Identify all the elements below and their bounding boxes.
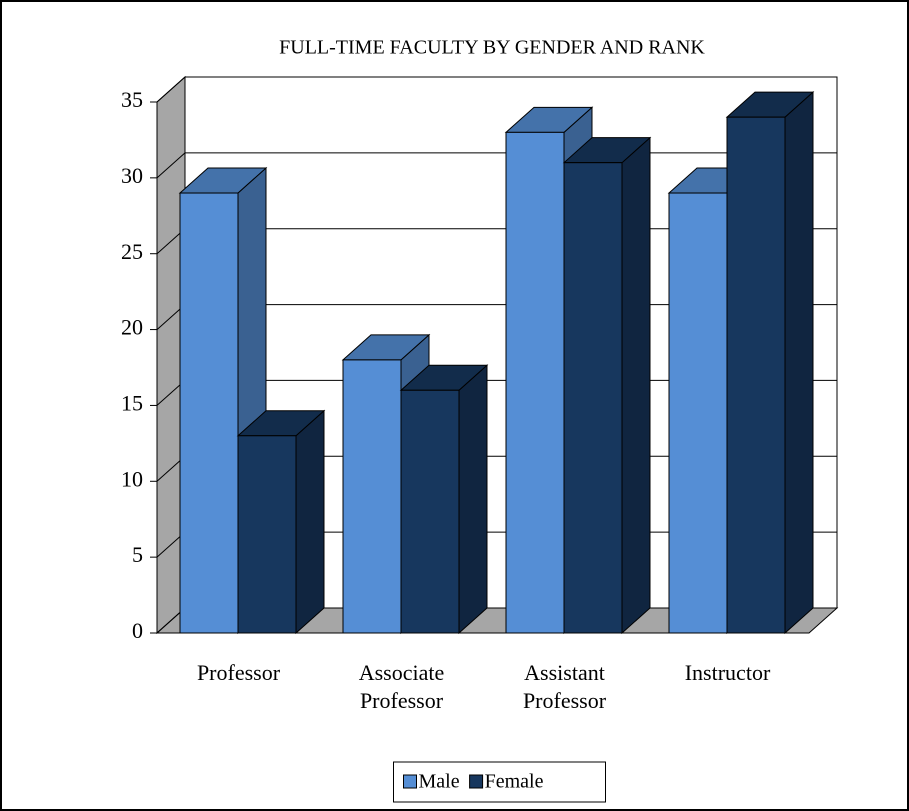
y-tick-label: 5 bbox=[132, 542, 143, 567]
bar-front bbox=[563, 162, 623, 634]
y-tick-label: 30 bbox=[121, 163, 143, 188]
y-tick-label: 25 bbox=[121, 239, 143, 264]
legend-label: Female bbox=[485, 771, 544, 793]
legend-swatch bbox=[403, 774, 417, 789]
bar-side bbox=[621, 136, 651, 635]
y-tick-label: 20 bbox=[121, 315, 143, 340]
x-tick-label: Associate Professor bbox=[358, 660, 445, 713]
y-tick-label: 15 bbox=[121, 390, 143, 415]
chart-title: FULL-TIME FACULTY BY GENDER AND RANK bbox=[279, 37, 705, 59]
bar-front bbox=[179, 192, 239, 634]
x-tick-label: Assistant Professor bbox=[522, 660, 607, 713]
bar bbox=[562, 136, 652, 635]
x-tick-label: Professor bbox=[196, 660, 281, 685]
bar bbox=[399, 364, 489, 635]
legend-label: Male bbox=[419, 771, 460, 793]
bar-side bbox=[784, 91, 814, 635]
y-tick-label: 10 bbox=[121, 466, 143, 491]
bar bbox=[725, 91, 815, 635]
bar-front bbox=[237, 435, 297, 634]
bar-front bbox=[505, 131, 565, 634]
bar-front bbox=[400, 389, 460, 634]
bar-front bbox=[342, 359, 402, 634]
grid-line bbox=[156, 76, 186, 103]
x-tick-label: Instructor bbox=[684, 660, 771, 685]
bar-front bbox=[668, 192, 728, 634]
bar-side bbox=[458, 364, 488, 635]
legend-swatch bbox=[469, 774, 484, 789]
bar-front bbox=[726, 116, 786, 634]
bar-side bbox=[295, 409, 325, 635]
y-tick-label: 35 bbox=[121, 87, 143, 112]
legend-box bbox=[393, 761, 606, 803]
y-tick-label: 0 bbox=[132, 618, 143, 643]
grid-line bbox=[156, 152, 186, 179]
bar bbox=[236, 409, 326, 635]
